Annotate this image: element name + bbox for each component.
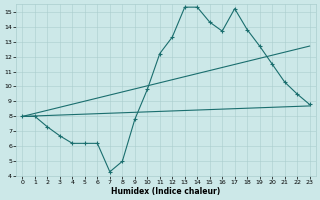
X-axis label: Humidex (Indice chaleur): Humidex (Indice chaleur) (111, 187, 221, 196)
